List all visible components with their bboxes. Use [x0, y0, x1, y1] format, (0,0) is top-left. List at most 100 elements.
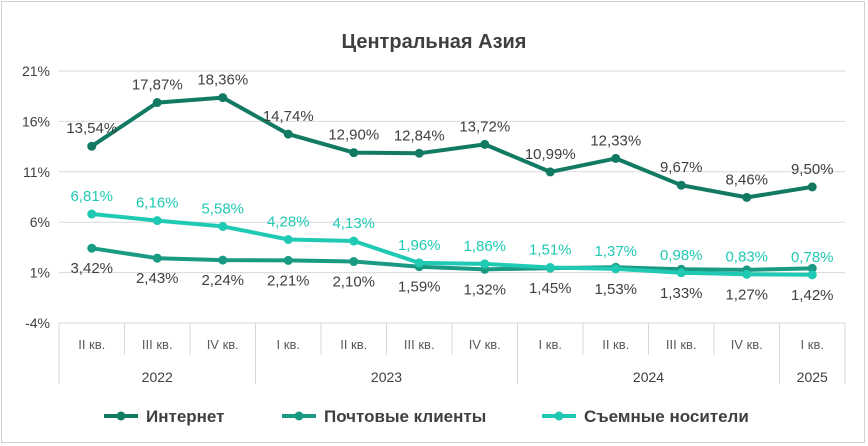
data-label: 4,13% — [332, 215, 375, 232]
data-label: 14,74% — [263, 108, 314, 125]
x-tick-label: I кв. — [801, 337, 824, 352]
data-label: 0,83% — [725, 248, 768, 265]
year-label: 2024 — [633, 369, 664, 385]
y-tick-label: 21% — [22, 63, 50, 79]
data-label: 3,42% — [70, 260, 113, 277]
year-label: 2025 — [797, 369, 828, 385]
y-tick-label: 1% — [30, 265, 50, 281]
x-tick-label: II кв. — [340, 337, 367, 352]
x-tick-label: III кв. — [142, 337, 173, 352]
data-label: 4,28% — [267, 214, 310, 231]
data-point — [349, 148, 359, 158]
series-lines — [87, 93, 817, 280]
data-point — [152, 216, 162, 226]
series-line-3 — [89, 212, 815, 277]
data-point — [152, 253, 162, 263]
data-labels: 13,54% 17,87% 18,36% 14,74% 12,90% 12,84% 13,7… — [66, 72, 833, 304]
y-tick-label: 6% — [30, 214, 50, 230]
data-point — [807, 263, 817, 273]
data-point — [480, 259, 490, 269]
data-point — [807, 270, 817, 280]
data-label: 1,27% — [725, 286, 768, 303]
data-label: 1,86% — [463, 238, 506, 255]
x-tick-label: IV кв. — [731, 337, 763, 352]
data-label: 17,87% — [132, 77, 183, 94]
data-point — [676, 180, 686, 190]
data-label: 1,53% — [594, 281, 637, 298]
data-point — [218, 93, 228, 103]
x-tick-label: III кв. — [666, 337, 697, 352]
data-point — [283, 235, 293, 245]
data-point — [349, 236, 359, 246]
series-line-2 — [89, 246, 815, 272]
data-point — [414, 148, 424, 158]
data-point — [742, 269, 752, 279]
data-label: 12,84% — [394, 127, 445, 144]
data-point — [218, 221, 228, 231]
y-tick-label: 16% — [22, 113, 50, 129]
data-label: 12,33% — [590, 132, 641, 149]
data-label: 13,72% — [459, 118, 510, 135]
data-point — [87, 141, 97, 151]
x-tick-label: I кв. — [277, 337, 300, 352]
data-label: 6,16% — [136, 195, 179, 212]
data-label: 1,45% — [529, 280, 572, 297]
data-point — [807, 182, 817, 192]
data-label: 1,51% — [529, 241, 572, 258]
data-label: 0,78% — [791, 249, 834, 266]
data-label: 18,36% — [197, 72, 248, 89]
data-label: 1,33% — [660, 285, 703, 302]
year-label: 2023 — [371, 369, 402, 385]
data-point — [152, 98, 162, 108]
data-label: 6,81% — [70, 188, 113, 205]
data-point — [414, 258, 424, 268]
data-label: 2,24% — [201, 272, 244, 289]
data-point — [283, 255, 293, 265]
data-point — [611, 153, 621, 163]
data-label: 9,50% — [791, 161, 834, 178]
x-tick-label: III кв. — [404, 337, 435, 352]
data-label: 10,99% — [525, 146, 576, 163]
data-label: 9,67% — [660, 159, 703, 176]
x-tick-label: II кв. — [78, 337, 105, 352]
data-label: 2,10% — [332, 274, 375, 291]
data-point — [349, 257, 359, 267]
data-point — [676, 268, 686, 278]
x-tick-label: IV кв. — [469, 337, 501, 352]
legend-entry: Съемные носители — [584, 407, 749, 426]
data-label: 1,42% — [791, 287, 834, 304]
data-label: 1,32% — [463, 281, 506, 298]
x-tick-label: I кв. — [539, 337, 562, 352]
data-point — [218, 255, 228, 265]
x-tick-label: IV кв. — [207, 337, 239, 352]
data-point — [545, 167, 555, 177]
data-point — [611, 264, 621, 274]
y-tick-label: 11% — [23, 164, 50, 180]
x-tick-label: II кв. — [602, 337, 629, 352]
data-point — [742, 192, 752, 202]
data-label: 2,21% — [267, 272, 310, 289]
data-point — [283, 129, 293, 139]
y-tick-label: -4% — [25, 315, 50, 331]
series-line-1 — [89, 95, 815, 200]
legend-entry: Интернет — [146, 407, 224, 426]
legend-marker — [294, 411, 304, 421]
data-label: 1,37% — [594, 243, 637, 260]
data-label: 1,59% — [398, 279, 441, 296]
data-point — [87, 209, 97, 219]
year-label: 2022 — [142, 369, 173, 385]
data-label: 5,58% — [201, 200, 244, 217]
legend-marker — [554, 411, 564, 421]
data-label: 13,54% — [66, 120, 117, 137]
data-label: 0,98% — [660, 247, 703, 264]
data-label: 1,96% — [398, 237, 441, 254]
data-point — [87, 243, 97, 253]
data-label: 2,43% — [136, 270, 179, 287]
legend-marker — [116, 411, 126, 421]
axes: 21% 16% 11% 6% 1% -4% II кв. III кв. IV кв. I кв.… — [22, 63, 846, 385]
data-point — [480, 139, 490, 149]
legend: Интернет Почтовые клиенты Съемные носители — [104, 407, 749, 426]
data-label: 8,46% — [725, 171, 768, 188]
legend-entry: Почтовые клиенты — [324, 407, 486, 426]
